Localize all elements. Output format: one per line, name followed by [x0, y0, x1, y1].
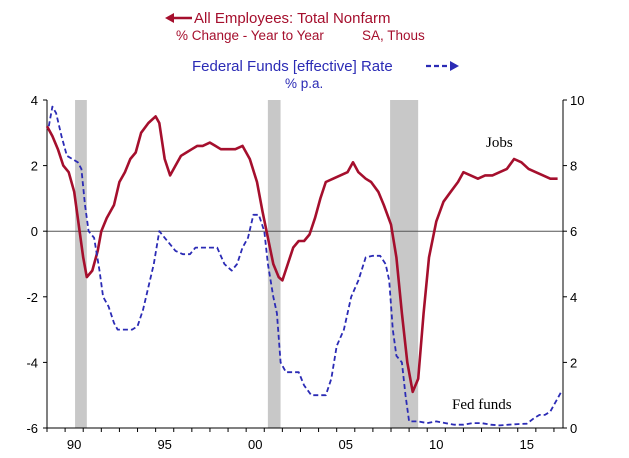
left-tick-label: -4 — [26, 355, 38, 370]
right-tick-label: 8 — [570, 159, 577, 174]
x-tick-label: 90 — [67, 437, 81, 452]
jobs-series-line — [45, 115, 558, 394]
legend-fed-title: Federal Funds [effective] Rate — [192, 58, 393, 75]
plot-area: 4 2 0 -2 -4 -6 10 8 6 4 2 0 90 95 00 05 10 15 Jobs Fed fund… — [26, 93, 584, 452]
legend-jobs-title: All Employees: Total Nonfarm — [194, 10, 390, 27]
right-tick-label: 2 — [570, 355, 577, 370]
jobs-annotation: Jobs — [486, 135, 513, 151]
x-tick-label: 10 — [429, 437, 443, 452]
x-tick-label: 15 — [520, 437, 534, 452]
legend-fed-arrow — [426, 61, 459, 71]
legend: All Employees: Total Nonfarm % Change - … — [165, 10, 459, 91]
x-tick-label: 05 — [339, 437, 353, 452]
recession-bar-3 — [390, 100, 419, 428]
fed-funds-series-line — [47, 105, 562, 427]
legend-jobs-subtitle: % Change - Year to Year — [176, 28, 324, 43]
left-tick-label: 4 — [31, 93, 38, 108]
legend-jobs-arrow — [165, 13, 192, 23]
legend-jobs-units: SA, Thous — [362, 28, 425, 43]
right-tick-label: 0 — [570, 421, 577, 436]
right-tick-label: 10 — [570, 93, 584, 108]
right-tick-label: 6 — [570, 224, 577, 239]
x-tick-label: 95 — [157, 437, 171, 452]
legend-fed-units: % p.a. — [285, 76, 323, 91]
left-tick-label: 0 — [31, 224, 38, 239]
left-tick-label: 2 — [31, 159, 38, 174]
left-tick-label: -6 — [26, 421, 38, 436]
x-tick-label: 00 — [248, 437, 262, 452]
right-tick-label: 4 — [570, 290, 577, 305]
left-tick-label: -2 — [26, 290, 38, 305]
recession-bar-1 — [75, 100, 87, 428]
fed-funds-annotation: Fed funds — [452, 397, 512, 413]
